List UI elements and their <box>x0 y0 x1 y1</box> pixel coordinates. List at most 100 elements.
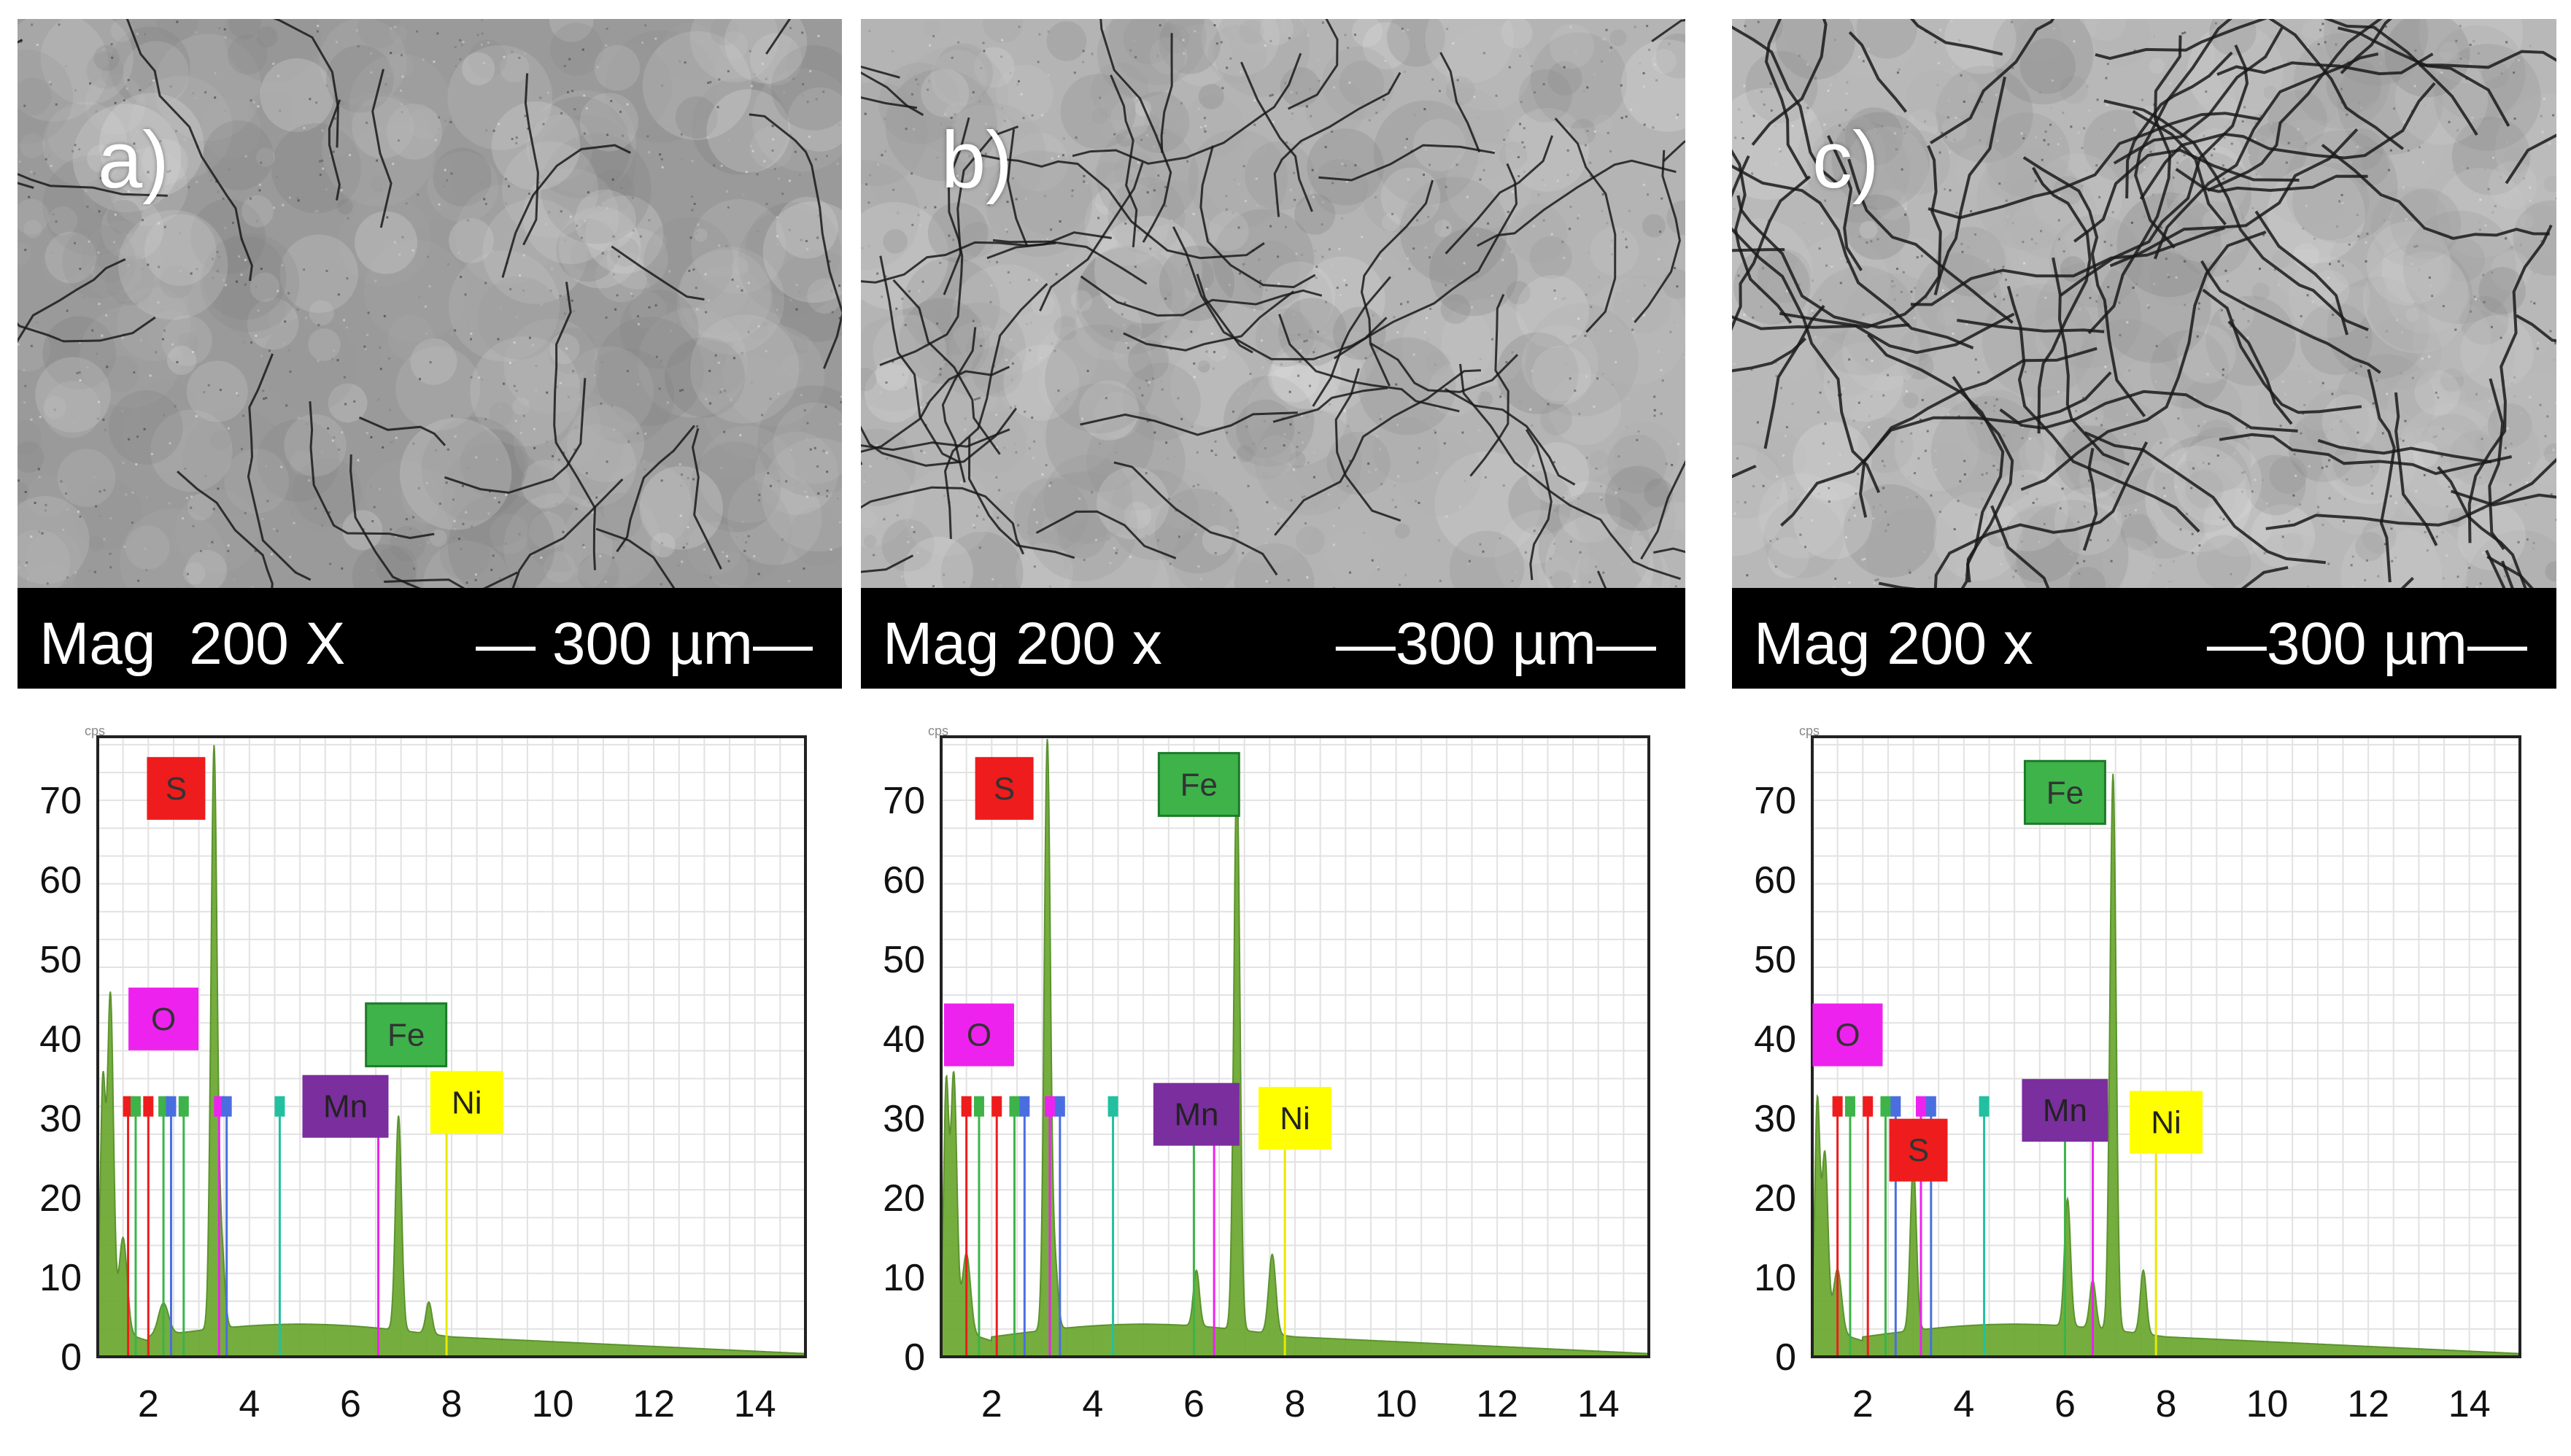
sem-grain <box>1937 61 1940 64</box>
sem-grain <box>2265 502 2268 505</box>
sem-grain <box>2344 443 2347 446</box>
sem-texture-blob <box>878 379 921 423</box>
sem-grain <box>1141 394 1144 397</box>
sem-grain <box>2297 365 2300 368</box>
sem-grain <box>370 71 373 74</box>
sem-grain <box>605 44 608 47</box>
sem-grain <box>1625 115 1628 118</box>
sem-grain <box>1995 93 1998 96</box>
sem-grain <box>509 361 511 364</box>
sem-crack <box>2082 448 2098 551</box>
sem-grain <box>1791 125 1794 128</box>
y-tick-label: 20 <box>883 1177 925 1220</box>
sem-grain <box>1654 63 1657 66</box>
sem-texture-blob <box>1756 432 1806 483</box>
sem-grain <box>1212 367 1215 370</box>
sem-grain <box>1162 131 1165 134</box>
sem-texture-blob <box>2303 389 2370 455</box>
sem-grain <box>238 255 241 258</box>
sem-texture-blob <box>786 22 842 104</box>
sem-grain <box>1974 233 1977 236</box>
sem-texture-blob <box>2196 535 2251 588</box>
sem-grain <box>2245 427 2248 430</box>
sem-grain <box>1015 198 1018 201</box>
sem-grain <box>1643 85 1646 88</box>
sem-grain <box>515 142 518 144</box>
sem-grain <box>1049 585 1052 588</box>
sem-grain <box>2529 390 2532 393</box>
sem-crack <box>1445 135 1554 255</box>
sem-grain <box>1902 271 1905 274</box>
sem-grain <box>1033 440 1036 443</box>
sem-grain <box>1515 570 1518 573</box>
sem-grain <box>470 376 473 379</box>
sem-grain <box>1177 397 1180 400</box>
sem-grain <box>98 400 101 403</box>
sem-grain <box>2197 425 2200 427</box>
sem-texture-blob <box>1614 422 1679 487</box>
sem-texture-blob <box>108 390 183 465</box>
sem-grain <box>2548 142 2551 145</box>
sem-grain <box>806 422 809 425</box>
sem-grain <box>1993 404 1996 407</box>
sem-texture-blob <box>864 364 923 423</box>
sem-grain <box>2175 276 2178 279</box>
sem-grain <box>2057 143 2060 146</box>
sem-grain <box>2230 573 2232 576</box>
sem-crack <box>2060 44 2249 297</box>
sem-grain <box>792 77 795 80</box>
sem-texture-blob <box>650 265 671 286</box>
sem-grain <box>2389 495 2392 497</box>
sem-grain <box>481 32 484 35</box>
sem-grain <box>2549 330 2552 333</box>
sem-grain <box>689 236 692 239</box>
element-marker-tag <box>1890 1096 1901 1117</box>
sem-grain <box>511 50 514 53</box>
sem-grain <box>2258 322 2261 325</box>
element-marker-tag <box>1044 1096 1055 1117</box>
y-tick-label: 40 <box>883 1018 925 1061</box>
sem-grain <box>2397 481 2400 484</box>
sem-grain <box>2533 272 2536 275</box>
sem-grain <box>616 294 619 297</box>
sem-grain <box>927 88 929 91</box>
sem-grain <box>1653 395 1656 398</box>
sem-grain <box>1232 212 1234 214</box>
sem-grain <box>1743 85 1746 88</box>
sem-grain <box>565 347 568 350</box>
sem-grain <box>1924 120 1927 123</box>
sem-grain <box>452 498 455 501</box>
sem-grain <box>2284 393 2287 396</box>
sem-grain <box>1191 425 1194 428</box>
sem-grain <box>1566 149 1569 152</box>
sem-grain <box>1770 109 1773 112</box>
sem-grain <box>678 60 681 63</box>
sem-grain <box>174 405 177 408</box>
sem-grain <box>244 155 247 158</box>
sem-grain <box>1463 262 1466 265</box>
sem-grain <box>2076 562 2079 565</box>
sem-grain <box>1308 384 1311 387</box>
sem-grain <box>2479 582 2482 585</box>
sem-grain <box>136 131 139 133</box>
sem-grain <box>631 196 634 199</box>
sem-texture-blob <box>2080 404 2104 427</box>
sem-grain <box>24 384 27 387</box>
sem-grain <box>2233 452 2236 454</box>
sem-texture-blob <box>1593 114 1613 134</box>
sem-texture-blob <box>710 19 740 46</box>
sem-grain <box>1003 446 1006 449</box>
sem-grain <box>1135 96 1138 99</box>
sem-grain <box>1653 414 1656 417</box>
sem-grain <box>654 304 657 307</box>
sem-grain <box>769 484 772 487</box>
sem-grain <box>604 581 607 584</box>
sem-texture-blob <box>1531 345 1591 405</box>
sem-grain <box>706 136 709 139</box>
sem-grain <box>2172 454 2175 457</box>
sem-grain <box>1588 284 1591 287</box>
sem-texture-blob <box>85 74 146 135</box>
sem-grain <box>1593 414 1596 417</box>
sem-grain <box>2247 437 2250 440</box>
sem-grain <box>2028 437 2031 440</box>
